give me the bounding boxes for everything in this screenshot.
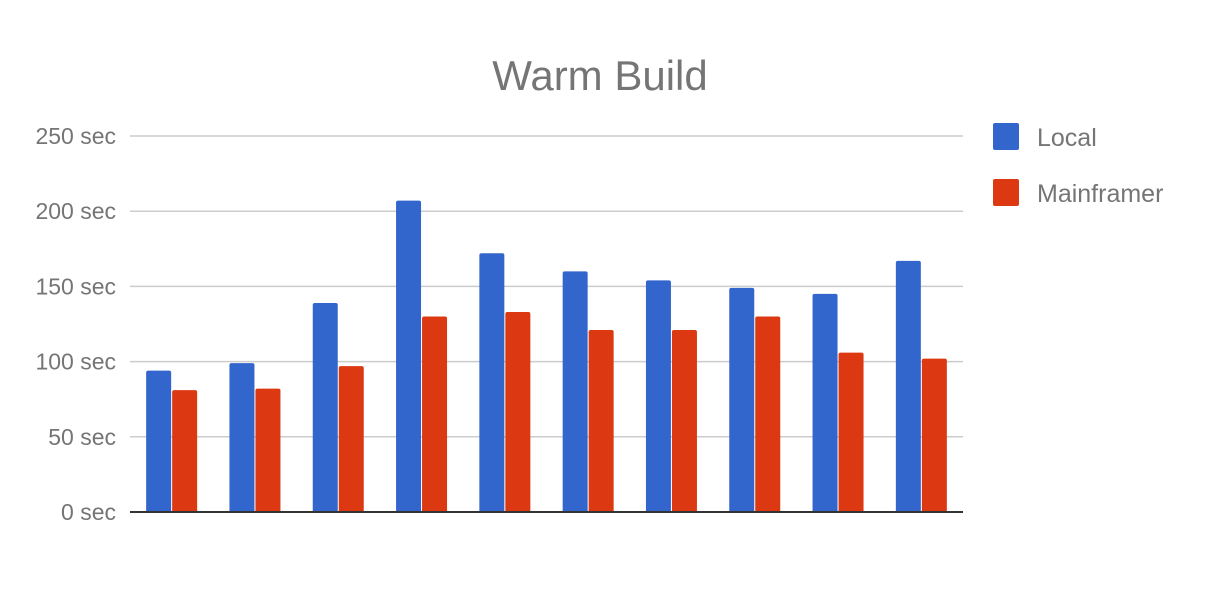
bar-local bbox=[895, 260, 921, 512]
y-tick-label: 100 sec bbox=[35, 349, 116, 375]
legend-label-mainframer: Mainframer bbox=[1037, 180, 1163, 208]
legend-swatch-local bbox=[993, 123, 1019, 150]
axes: 0 sec 50 sec 100 sec 150 sec 200 sec 250 sec bbox=[35, 123, 963, 525]
bar-mainframer bbox=[671, 330, 697, 512]
bar-mainframer bbox=[255, 388, 281, 512]
bar-mainframer bbox=[422, 316, 448, 512]
y-tick-label: 150 sec bbox=[35, 273, 116, 299]
bar-local bbox=[396, 200, 422, 512]
y-tick-label: 50 sec bbox=[48, 424, 116, 450]
bar-local bbox=[146, 370, 172, 512]
bar-mainframer bbox=[338, 366, 364, 512]
legend-swatch-mainframer bbox=[993, 179, 1019, 206]
chart-title: Warm Build bbox=[492, 52, 707, 99]
legend: Local Mainframer bbox=[993, 123, 1163, 208]
bar-mainframer bbox=[588, 330, 614, 512]
bar-local bbox=[479, 253, 505, 512]
y-tick-label: 250 sec bbox=[35, 123, 116, 149]
y-tick-label: 0 sec bbox=[61, 499, 116, 525]
bar-local bbox=[812, 293, 838, 512]
bar-mainframer bbox=[505, 311, 531, 512]
bar-local bbox=[229, 363, 255, 512]
grid-lines bbox=[130, 135, 963, 438]
bar-mainframer bbox=[838, 352, 864, 512]
bar-local bbox=[312, 302, 338, 512]
bar-local bbox=[729, 287, 755, 512]
bar-local bbox=[562, 271, 588, 512]
legend-label-local: Local bbox=[1037, 124, 1097, 152]
y-tick-label: 200 sec bbox=[35, 198, 116, 224]
bar-mainframer bbox=[172, 390, 198, 512]
bars bbox=[146, 200, 947, 512]
bar-mainframer bbox=[755, 316, 781, 512]
bar-mainframer bbox=[921, 358, 947, 512]
bar-local bbox=[645, 280, 671, 512]
